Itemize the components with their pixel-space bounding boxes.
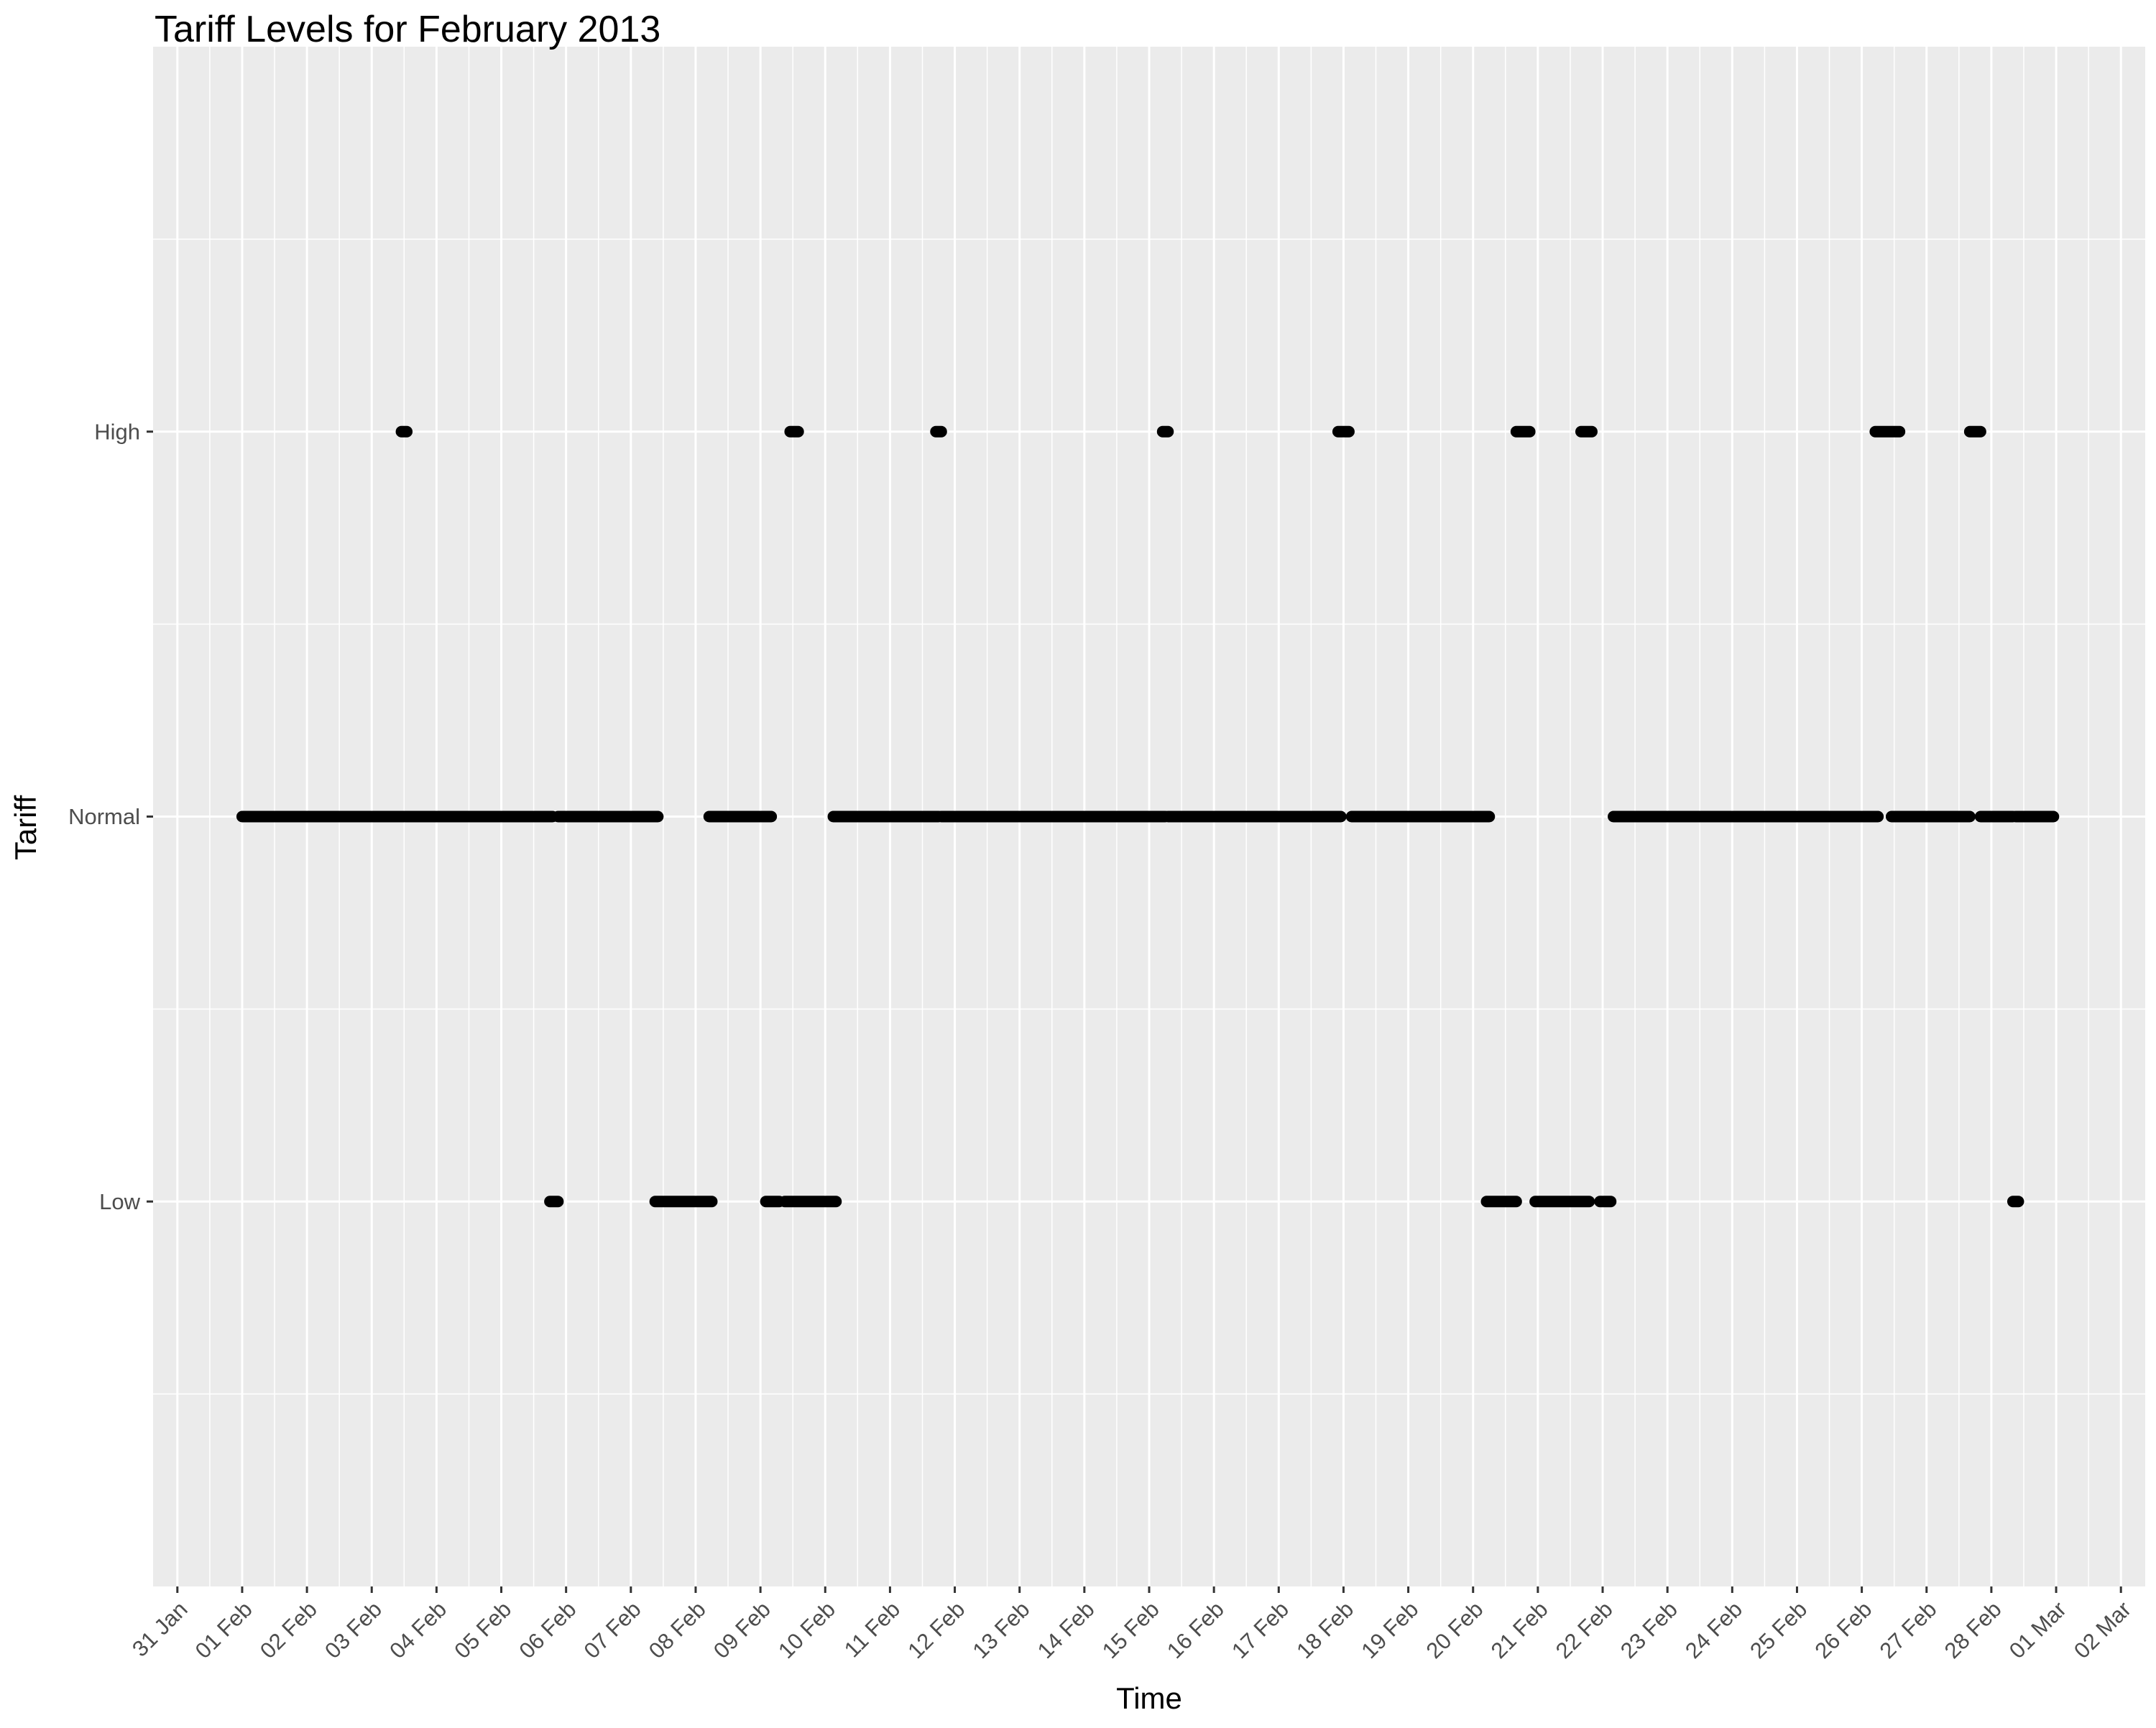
y-tick-label: High [94,419,140,444]
y-axis-title: Tariff [9,795,42,861]
y-axis: Low Normal High [68,419,153,1214]
y-tick-label: Normal [68,804,140,829]
x-axis-title: Time [1116,1681,1182,1715]
y-tick-label: Low [99,1189,140,1214]
chart-title: Tariff Levels for February 2013 [155,9,660,50]
data-marks [236,425,2060,1208]
